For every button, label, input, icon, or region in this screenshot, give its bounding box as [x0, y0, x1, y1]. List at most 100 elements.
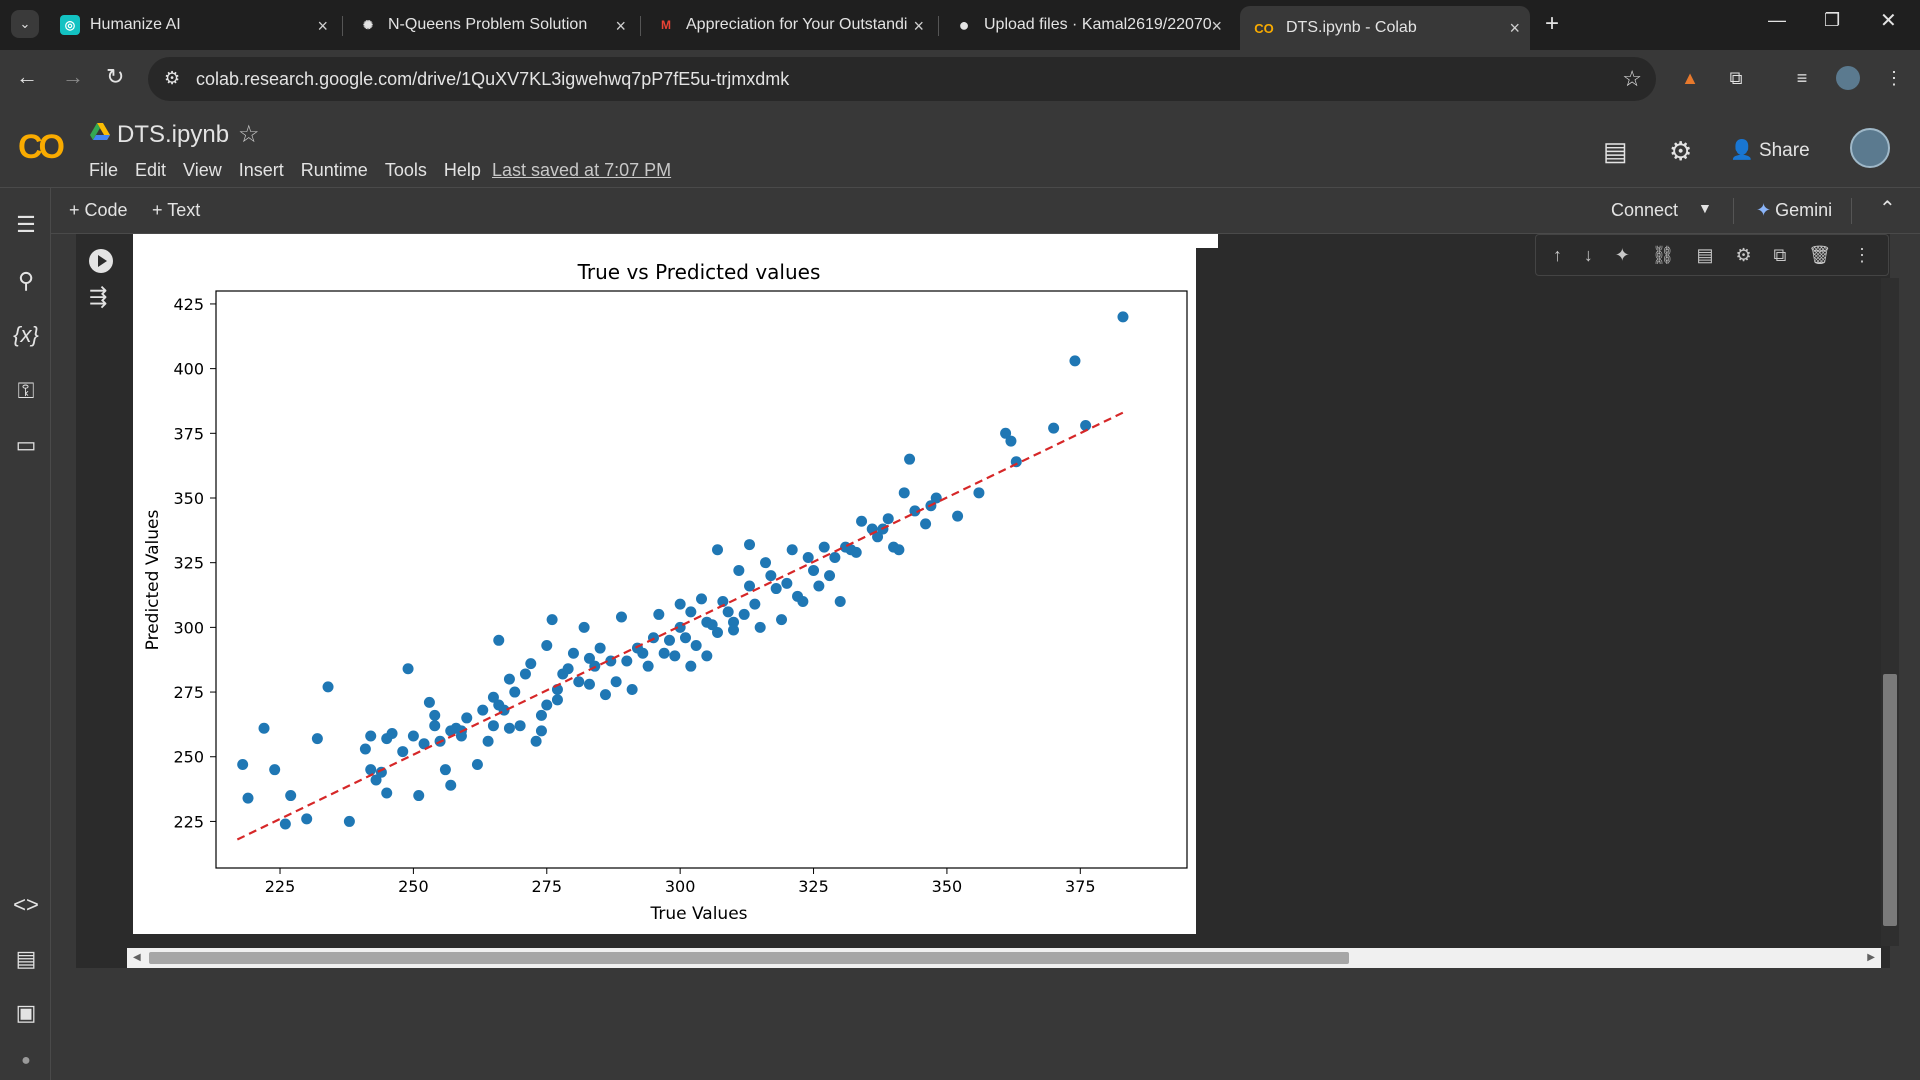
add-code-button[interactable]: + Code — [69, 200, 128, 220]
bookmark-star-icon[interactable]: ☆ — [1622, 66, 1642, 91]
close-icon[interactable]: × — [615, 16, 626, 36]
data-point — [685, 660, 697, 672]
arrow-up-icon[interactable]: ↑ — [1552, 244, 1562, 265]
y-tick-label: 325 — [173, 554, 204, 573]
settings-gear-icon[interactable]: ⚙ — [1669, 136, 1693, 166]
sparkle-icon[interactable]: ✦ — [1614, 244, 1630, 265]
close-icon[interactable]: × — [1509, 18, 1520, 38]
site-info-icon[interactable]: ⚙ — [164, 68, 181, 88]
key-icon[interactable]: ⚿ — [17, 378, 35, 403]
gear-icon[interactable]: ⚙ — [1735, 244, 1752, 265]
chevron-down-icon: ⌄ — [19, 16, 31, 31]
tab-github[interactable]: ● Upload files · Kamal2619/22070 × — [942, 8, 1232, 42]
tab-title: Appreciation for Your Outstandi — [686, 16, 908, 33]
tab-humanize-ai[interactable]: ◎ Humanize AI × — [48, 8, 338, 42]
more-vertical-icon[interactable]: ⋮ — [1853, 244, 1872, 265]
code-snippets-icon[interactable]: <> — [13, 892, 39, 917]
gemini-label: Gemini — [1775, 200, 1833, 220]
gemini-button[interactable]: ✦ Gemini — [1756, 200, 1832, 221]
scrollbar-thumb[interactable] — [149, 952, 1349, 964]
close-icon[interactable]: × — [913, 16, 924, 36]
vertical-scrollbar[interactable] — [1881, 278, 1899, 946]
data-point — [269, 764, 281, 776]
data-point — [413, 790, 425, 802]
horizontal-scrollbar[interactable]: ◀ ▶ — [127, 948, 1881, 968]
data-point — [535, 709, 547, 721]
data-points — [237, 311, 1129, 830]
minimize-button[interactable]: — — [1768, 10, 1786, 30]
menu-help[interactable]: Help — [443, 160, 481, 180]
data-point — [722, 606, 734, 618]
run-cell-button[interactable] — [89, 249, 113, 273]
data-point — [242, 792, 254, 804]
data-point — [258, 722, 270, 734]
search-icon[interactable]: ⚲ — [17, 268, 35, 293]
link-icon[interactable]: ⛓ — [1651, 244, 1675, 265]
reload-button[interactable]: ↻ — [106, 64, 124, 90]
data-point — [402, 663, 414, 675]
comments-icon[interactable]: ▤ — [1603, 136, 1628, 166]
add-text-button[interactable]: + Text — [152, 200, 201, 220]
data-point — [573, 676, 585, 688]
menu-view[interactable]: View — [183, 160, 222, 180]
data-point — [493, 634, 505, 646]
profile-avatar-icon[interactable] — [1836, 66, 1860, 90]
table-of-contents-icon[interactable]: ☰ — [16, 212, 36, 237]
star-icon[interactable]: ☆ — [238, 121, 260, 148]
data-point — [279, 818, 291, 830]
notebook-title[interactable]: DTS.ipynb — [117, 121, 230, 148]
comment-icon[interactable]: ▤ — [1696, 244, 1714, 265]
metamask-extension-icon[interactable]: ▲ — [1681, 67, 1699, 88]
new-tab-button[interactable]: + — [1545, 10, 1559, 38]
close-window-button[interactable]: ✕ — [1880, 10, 1897, 32]
more-vertical-icon[interactable]: ⋮ — [1885, 67, 1903, 88]
menu-insert[interactable]: Insert — [238, 160, 284, 180]
back-button[interactable]: ← — [16, 64, 38, 90]
data-point — [738, 608, 750, 620]
command-palette-icon[interactable]: ▤ — [15, 946, 37, 971]
y-tick-label: 225 — [173, 812, 204, 831]
connect-button[interactable]: Connect — [1611, 200, 1679, 220]
menu-runtime[interactable]: Runtime — [300, 160, 368, 180]
tab-title: Upload files · Kamal2619/22070 — [984, 16, 1212, 33]
variables-icon[interactable]: {x} — [13, 322, 39, 347]
restore-button[interactable]: ❐ — [1824, 10, 1841, 30]
data-point — [301, 813, 313, 825]
close-icon[interactable]: × — [317, 16, 328, 36]
menu-file[interactable]: File — [89, 160, 119, 180]
mirror-cell-icon[interactable]: ⧉ — [1773, 244, 1787, 265]
trash-icon[interactable]: 🗑 — [1808, 244, 1832, 265]
extensions-icon[interactable]: ⧉ — [1729, 67, 1743, 88]
tab-n-queens[interactable]: ✺ N-Queens Problem Solution × — [346, 8, 636, 42]
media-controls-icon[interactable]: ≡ — [1796, 67, 1808, 88]
colab-logo[interactable]: CO — [18, 128, 65, 166]
output-actions-icon[interactable]: ⇶ — [89, 284, 108, 309]
address-bar[interactable]: ⚙ colab.research.google.com/drive/1QuXV7… — [148, 57, 1656, 101]
y-tick-label: 250 — [173, 748, 204, 767]
scrollbar-thumb[interactable] — [1883, 674, 1897, 926]
tab-gmail[interactable]: M Appreciation for Your Outstandi × — [644, 8, 934, 42]
scroll-left-icon[interactable]: ◀ — [133, 952, 141, 963]
chevron-up-icon[interactable]: ⌃ — [1879, 198, 1896, 220]
data-point — [920, 518, 932, 530]
person-add-icon: 👤 — [1730, 140, 1759, 161]
forward-button[interactable]: → — [62, 64, 84, 90]
scroll-right-icon[interactable]: ▶ — [1867, 952, 1875, 963]
share-button[interactable]: 👤 Share — [1730, 138, 1810, 162]
data-point — [546, 614, 558, 626]
menu-tools[interactable]: Tools — [384, 160, 427, 180]
tab-colab[interactable]: CO DTS.ipynb - Colab × — [1240, 6, 1530, 50]
folder-icon[interactable]: ▭ — [15, 432, 37, 457]
arrow-down-icon[interactable]: ↓ — [1583, 244, 1593, 265]
account-avatar[interactable] — [1850, 128, 1890, 168]
close-icon[interactable]: × — [1211, 16, 1222, 36]
tab-search-button[interactable]: ⌄ — [11, 10, 39, 38]
data-point — [856, 515, 868, 527]
menu-edit[interactable]: Edit — [135, 160, 167, 180]
data-point — [525, 658, 537, 670]
last-saved-link[interactable]: Last saved at 7:07 PM — [492, 160, 672, 180]
terminal-icon[interactable]: ▣ — [15, 1000, 37, 1025]
data-point — [669, 650, 681, 662]
data-point — [733, 564, 745, 576]
chevron-down-icon[interactable]: ▼ — [1698, 200, 1712, 216]
